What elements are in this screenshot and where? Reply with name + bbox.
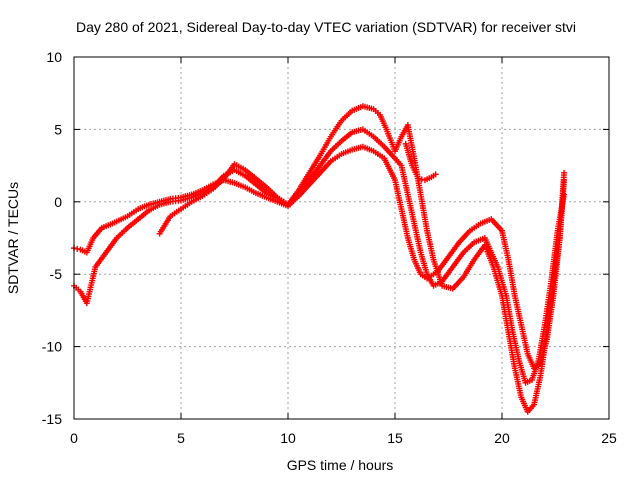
x-tick-label: 25 [601, 430, 617, 446]
y-tick-label: 5 [54, 121, 62, 137]
x-tick-label: 20 [494, 430, 510, 446]
data-point [561, 169, 568, 176]
data-point [74, 245, 81, 252]
data-point [415, 175, 422, 182]
grid [74, 57, 609, 419]
y-tick-label: -5 [50, 266, 63, 282]
series-track-d [402, 140, 439, 184]
axis-ticks: 0 5 10 15 20 25 -15 -10 -5 0 5 10 [42, 49, 617, 446]
chart-title: Day 280 of 2021, Sidereal Day-to-day VTE… [76, 19, 576, 35]
x-tick-label: 5 [177, 430, 185, 446]
y-tick-label: 10 [46, 49, 62, 65]
y-axis-label: SDTVAR / TECUs [5, 182, 21, 294]
plot-frame [73, 56, 610, 420]
x-tick-label: 10 [280, 430, 296, 446]
x-tick-label: 0 [70, 430, 78, 446]
x-axis-label: GPS time / hours [287, 457, 394, 473]
series-track-c [156, 103, 568, 415]
data-point [418, 176, 425, 183]
data-points [71, 103, 568, 415]
x-tick-label: 15 [387, 430, 403, 446]
data-point [432, 171, 439, 178]
y-tick-label: -15 [42, 411, 62, 427]
y-tick-label: -10 [42, 339, 62, 355]
y-tick-label: 0 [54, 194, 62, 210]
